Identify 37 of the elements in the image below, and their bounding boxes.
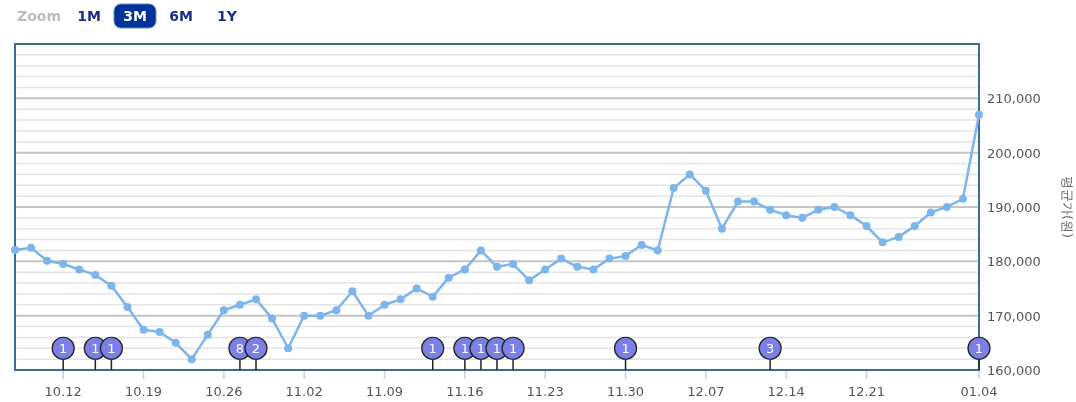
- y-tick-label: 200,000: [987, 145, 1041, 161]
- annotation: 1: [621, 341, 630, 357]
- x-tick-label: 12.21: [847, 384, 886, 399]
- text: 3M: [123, 8, 147, 24]
- x-tick-label: 11.16: [446, 384, 484, 399]
- y-tick-label: 210,000: [987, 91, 1041, 107]
- annotation: 2: [251, 341, 261, 357]
- annotation: 1: [107, 341, 116, 357]
- annotation: 1: [974, 341, 984, 357]
- annotation: 1: [428, 341, 437, 357]
- y-axis-title: 평균가(원): [1060, 175, 1075, 239]
- text: 1Y: [217, 8, 238, 24]
- text: 1M: [77, 8, 101, 24]
- x-tick-label: 11.09: [365, 384, 404, 399]
- text: 6M: [169, 8, 193, 24]
- y-tick-label: 180,000: [987, 254, 1041, 270]
- x-tick-label: 01.04: [960, 384, 998, 399]
- annotation: 3: [765, 341, 775, 357]
- x-tick-label: 12.07: [687, 384, 725, 399]
- annotation: 8: [235, 341, 245, 357]
- annotation: 1: [508, 341, 518, 357]
- y-tick-label: 190,000: [987, 200, 1041, 215]
- annotation: 1: [492, 341, 502, 357]
- x-tick-label: 11.23: [526, 384, 564, 399]
- x-tick-label: 12.14: [767, 384, 805, 399]
- x-tick-label: 10.26: [205, 384, 243, 399]
- annotation: 1: [476, 341, 486, 357]
- x-tick-label: 11.02: [285, 384, 323, 399]
- y-tick-label: 170,000: [987, 308, 1041, 324]
- x-tick-label: 10.19: [124, 384, 163, 399]
- text: Zoom: [17, 8, 61, 24]
- y-tick-label: 160,000: [987, 363, 1041, 378]
- annotation: 1: [91, 341, 100, 357]
- annotation: 1: [59, 341, 68, 357]
- annotation: 1: [460, 341, 470, 357]
- x-tick-label: 10.12: [44, 384, 82, 399]
- x-tick-label: 11.30: [606, 384, 645, 399]
